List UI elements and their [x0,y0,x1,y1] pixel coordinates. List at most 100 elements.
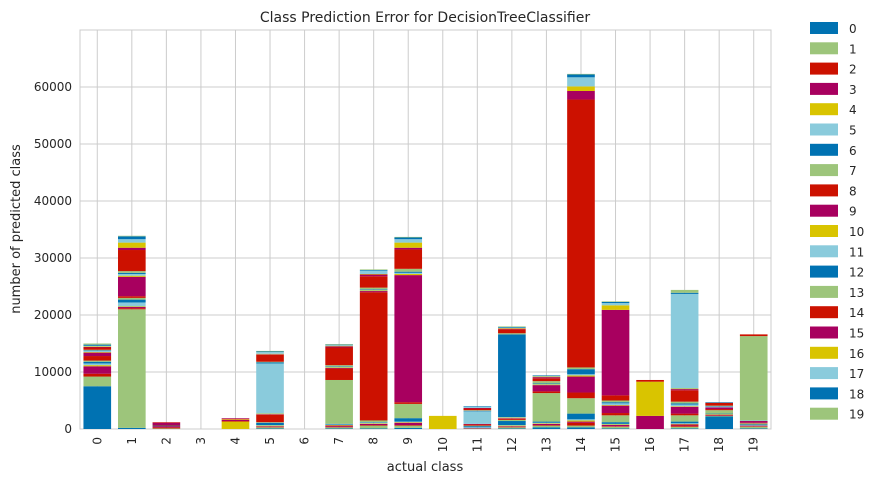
bar-segment-18-2 [705,415,733,416]
bar-segment-7-12 [325,366,353,367]
bar-segment-8-18 [359,269,388,271]
bar-segment-8-14 [359,276,388,288]
y-tick-label: 0 [64,422,72,436]
legend-swatch [810,306,838,319]
bar-segment-14-8 [567,392,595,399]
bar-segment-9-15 [394,247,423,250]
bar-segment-18-18 [705,402,733,403]
bar-segment-13-18 [532,375,561,376]
bar-segment-0-5 [83,363,112,366]
legend-label: 8 [849,184,857,198]
bar-segment-9-4 [394,422,423,423]
bar-segment-14-13 [567,367,595,370]
bar-segment-0-14 [83,347,112,350]
bar-segment-0-13 [83,349,112,351]
bar-segment-5-17 [256,352,284,354]
bar-segment-0-7 [83,360,112,362]
bar-segment-17-18 [670,292,699,294]
bar-segment-18-12 [705,406,733,407]
bar-segment-1-14 [118,250,146,272]
legend-swatch [810,326,838,339]
x-tick-label: 5 [263,437,277,445]
bar-segment-13-4 [532,423,561,424]
legend-swatch [810,387,838,400]
bar-segment-13-15 [532,377,561,379]
bar-segment-18-1 [705,415,733,417]
bar-segment-14-11 [567,374,595,376]
bar-segment-7-14 [325,347,353,366]
bar-segment-17-17 [670,293,699,389]
legend-label: 13 [849,286,864,300]
bar-segment-11-3 [463,427,492,429]
bar-segment-17-8 [670,413,699,416]
bar-segment-8-11 [359,289,388,291]
bar-segment-17-2 [670,425,699,427]
legend-swatch [810,204,838,217]
x-tick-label: 4 [228,437,242,445]
bar-segment-15-12 [601,402,630,404]
bar-segment-1-4 [118,306,146,308]
bar-segment-7-10 [325,367,353,369]
bar-segment-1-12 [118,272,146,274]
bar-segment-14-15 [567,90,595,100]
bar-segment-1-0 [118,427,146,429]
bar-segment-7-3 [325,425,353,427]
legend-label: 16 [849,347,864,361]
bar-segment-1-18 [118,236,146,240]
bar-segment-5-15 [256,354,284,355]
bar-segment-8-16 [359,273,388,275]
bar-segment-17-7 [670,415,699,422]
bar-segment-19-2 [739,426,768,427]
bar-segment-1-13 [118,271,146,273]
legend-label: 7 [849,164,857,178]
bar-segment-2-9 [152,422,181,426]
bar-segment-9-13 [394,268,423,272]
bar-segment-0-0 [83,386,112,429]
bar-segment-13-3 [532,423,561,426]
bar-segment-9-6 [394,418,423,422]
bar-segment-7-4 [325,425,353,426]
legend-label: 6 [849,144,857,158]
bar-segment-15-0 [601,428,630,429]
bar-segment-9-5 [394,421,423,423]
bar-segment-4-9 [221,419,250,422]
bar-segment-5-16 [256,353,284,355]
bar-segment-2-3 [152,426,181,428]
bar-segment-1-16 [118,242,146,248]
bar-segment-5-5 [256,425,284,426]
bar-segment-13-6 [532,421,561,423]
bar-segment-14-5 [567,419,595,421]
plot-area [79,29,772,430]
legend-label: 18 [849,387,864,401]
x-tick-label: 3 [194,437,208,445]
bar-segment-12-4 [498,425,526,427]
bar-segment-17-0 [670,428,699,429]
bars [83,73,768,429]
bar-segment-2-8 [152,425,181,426]
legend-label: 15 [849,327,864,341]
bar-segment-15-4 [601,424,630,426]
bar-segment-19-1 [739,426,768,429]
bar-segment-14-14 [567,99,595,368]
bar-segment-11-8 [463,424,492,426]
bar-segment-5-13 [256,361,284,363]
bar-segment-0-11 [83,350,112,353]
bar-segment-0-1 [83,376,112,387]
bar-segment-7-0 [325,428,353,429]
bar-segment-7-1 [325,427,353,429]
bar-segment-17-1 [670,426,699,429]
bar-segment-9-16 [394,242,423,248]
bar-segment-14-4 [567,420,595,422]
bar-segment-13-1 [532,425,561,428]
bar-segment-12-15 [498,328,526,330]
bar-segment-11-13 [463,410,492,411]
bar-segment-12-18 [498,326,526,328]
bar-segment-14-12 [567,369,595,375]
bar-segment-0-19 [83,343,112,345]
bar-segment-12-14 [498,329,526,334]
bar-segment-17-9 [670,406,699,414]
y-tick-label: 20000 [34,308,72,322]
legend-label: 17 [849,367,864,381]
bar-segment-7-5 [325,424,353,426]
